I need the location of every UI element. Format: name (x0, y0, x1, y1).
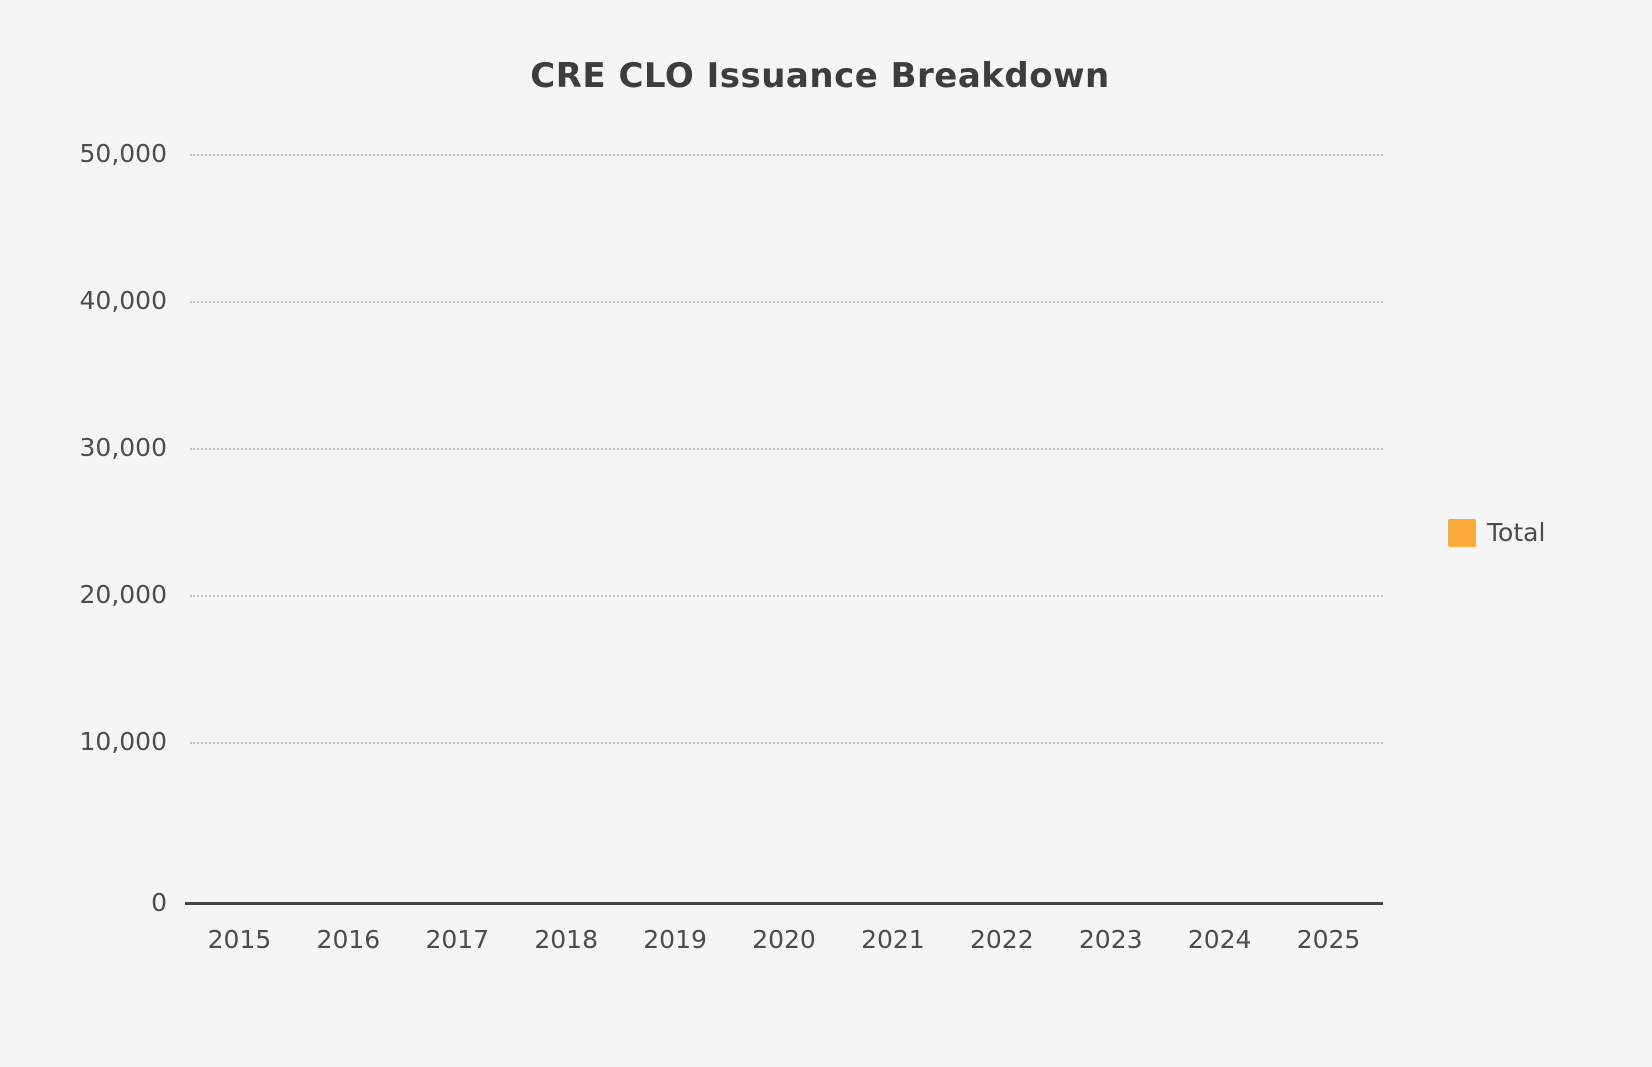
x-tick-label: 2023 (1078, 925, 1143, 954)
legend-label-total[interactable]: Total (1487, 518, 1546, 547)
x-tick-label: 2016 (316, 925, 381, 954)
plot-area (185, 120, 1383, 903)
gridline-40000 (190, 301, 1383, 303)
x-tick-label: 2020 (752, 925, 816, 954)
y-tick-label: 30,000 (79, 433, 167, 462)
y-tick-label: 40,000 (79, 286, 167, 315)
x-tick-label: 2017 (425, 925, 490, 954)
y-tick-label: 20,000 (79, 580, 167, 609)
x-tick-label: 2018 (534, 925, 598, 954)
y-tick-label: 10,000 (79, 727, 167, 756)
x-tick-label: 2019 (643, 925, 707, 954)
gridline-20000 (190, 595, 1383, 597)
x-tick-label: 2024 (1187, 925, 1252, 954)
x-axis-line (185, 902, 1383, 905)
x-tick-label: 2015 (207, 925, 272, 954)
x-tick-label: 2022 (970, 925, 1034, 954)
chart-title: CRE CLO Issuance Breakdown (530, 56, 1110, 96)
gridline-10000 (190, 742, 1383, 744)
x-tick-label: 2025 (1296, 925, 1361, 954)
gridline-30000 (190, 448, 1383, 450)
legend[interactable]: Total (1448, 519, 1545, 547)
legend-swatch-total[interactable] (1448, 519, 1476, 547)
x-tick-label: 2021 (861, 925, 925, 954)
y-tick-label: 50,000 (79, 139, 167, 168)
gridline-50000 (190, 154, 1383, 156)
y-tick-label: 0 (151, 888, 167, 917)
